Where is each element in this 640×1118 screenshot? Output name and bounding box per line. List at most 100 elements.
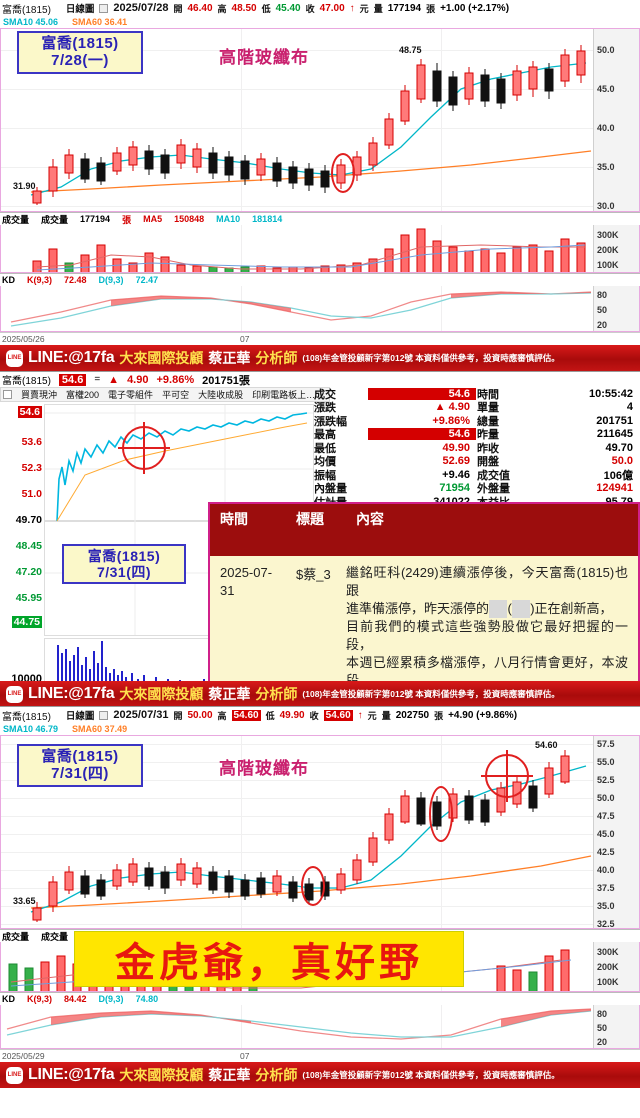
redacted-code: ██	[511, 599, 531, 618]
quote-value: 10:55:42	[588, 387, 633, 400]
quote-value: 52.69	[442, 455, 470, 468]
intraday-tick: 45.95	[15, 592, 42, 604]
intraday-volume: 201751張	[202, 374, 250, 387]
tab-2[interactable]: 電子零組件	[108, 390, 154, 400]
open-value: 50.00	[187, 709, 213, 721]
k-label: K(9,3)	[27, 994, 53, 1004]
kd-tick: 20	[597, 320, 608, 330]
volume-bars-top	[32, 228, 586, 272]
line-role: 分析師	[255, 686, 298, 702]
quote-row: 昨收 49.70	[477, 441, 640, 455]
quote-key: 成交值	[477, 469, 510, 482]
price-tick: 57.5	[597, 739, 615, 749]
sma-bar-top: SMA10 45.06 SMA60 36.41	[0, 16, 640, 28]
ma10-label: MA10	[216, 214, 241, 224]
annotation-box-top: 富喬(1815) 7/28(一)	[17, 31, 143, 74]
k-value: 72.48	[64, 275, 87, 285]
price-plot-bottom[interactable]: 富喬(1815) 7/31(四) 高階玻纖布 54.60 33.65 57.5 …	[0, 735, 640, 929]
line-banner-top[interactable]: LINE LINE:@17fa 大來國際投顧 蔡正華 分析師 (108)年金管投…	[0, 345, 640, 371]
price-tick: 45.0	[597, 84, 615, 94]
quote-bar-top: 富喬(1815) 日線圖 2025/07/28 開 46.40 高 48.50 …	[0, 0, 640, 16]
date-tick: 2025/05/26	[2, 334, 45, 344]
volume-unit: 張	[426, 3, 436, 14]
quote-column-left: 成交 54.6 漲跌 ▲ 4.90 漲跌幅 +9.86% 最高 54.6 最低 49.90…	[314, 387, 477, 509]
price-tick: 52.5	[597, 775, 615, 785]
price-tick: 30.0	[597, 201, 615, 211]
pink-title-top: 高階玻纖布	[219, 48, 309, 67]
chart-date: 2025/07/28	[113, 2, 169, 14]
date-tick: 07	[240, 334, 250, 344]
quote-row: 總量 201751	[477, 414, 640, 428]
volume-unit-label: 張	[122, 214, 132, 225]
price-tick: 37.5	[597, 883, 615, 893]
tab-3[interactable]: 平可空	[162, 390, 190, 400]
line-logo-icon: LINE	[6, 685, 23, 703]
equals-sign: =	[94, 374, 101, 385]
promo-banner-yellow: 金虎爺，真好野	[74, 931, 464, 987]
annotation-line-1: 富喬(1815)	[87, 548, 161, 564]
d-label: D(9,3)	[98, 275, 124, 285]
quote-row: 開盤 50.0	[477, 455, 640, 468]
category-tab-row[interactable]: 買賣現沖 富權200 電子零組件 平可空 大陸收成股 印刷電路板上…	[0, 387, 330, 402]
kd-axis-top: 80 50 20	[593, 286, 639, 331]
line-banner-bottom[interactable]: LINE LINE:@17fa 大來國際投顧 蔡正華 分析師 (108)年金管投…	[0, 1062, 640, 1088]
d-value: 72.47	[135, 275, 159, 285]
dropdown-icon[interactable]	[3, 390, 12, 399]
price-plot-top[interactable]: 富喬(1815) 7/28(一) 高階玻纖布 48.75 31.90 50.0 …	[0, 28, 640, 212]
kd-panel-label: KD	[2, 275, 15, 285]
tab-5[interactable]: 印刷電路板上…	[252, 390, 316, 400]
volume-plot-top[interactable]: 300K 200K 100K	[0, 225, 640, 273]
quote-row: 最低 49.90	[314, 441, 477, 455]
quote-row: 漲跌 ▲ 4.90	[314, 401, 477, 415]
low-label: 低	[265, 710, 275, 721]
news-header-time: 時間	[220, 511, 248, 527]
news-row[interactable]: 2025-07- 31 $蔡_3 繼銘旺科(2429)連續漲停後，今天富喬(18…	[210, 556, 638, 697]
up-arrow-icon: ↑	[349, 2, 355, 14]
news-title: $蔡_3	[296, 567, 331, 582]
k-value: 84.42	[64, 994, 87, 1004]
kd-plot-bottom[interactable]: 80 50 20	[0, 1005, 640, 1049]
checkbox-icon[interactable]	[99, 710, 109, 720]
highlight-circle-top	[331, 153, 355, 193]
price-tick: 40.0	[597, 865, 615, 875]
news-line-2a: 進準備漲停，昨天漲停的	[346, 600, 490, 616]
low-label: 低	[261, 3, 271, 14]
price-tick: 50.0	[597, 45, 615, 55]
line-org: 大來國際投顧	[119, 1067, 204, 1083]
volume-label: 量	[373, 3, 383, 14]
sma60-label: SMA60 37.49	[72, 724, 128, 734]
close-label: 收	[309, 710, 319, 721]
price-tick: 47.5	[597, 811, 615, 821]
quote-value: 4	[626, 401, 633, 414]
line-id: LINE:@17fa	[28, 349, 115, 366]
kd-plot-top[interactable]: 80 50 20	[0, 286, 640, 332]
intraday-change-pct: +9.86%	[156, 373, 195, 386]
news-table[interactable]: 時間 標題 內容 2025-07- 31 $蔡_3 繼銘旺科(2429)連續漲停…	[208, 502, 640, 699]
volume-tick: 300K	[597, 230, 619, 240]
sma-bar-bottom: SMA10 46.79 SMA60 37.49	[0, 723, 640, 735]
line-fine-print: (108)年金管投顧新字第012號 本資料僅供參考，投資時應審慎評估。	[302, 689, 560, 699]
quote-value: 49.70	[605, 441, 633, 454]
line-logo-icon: LINE	[6, 349, 23, 367]
quote-row: 昨量 211645	[477, 428, 640, 441]
sma10-label: SMA10 45.06	[3, 17, 59, 27]
crosshair-marker-bottom	[481, 750, 533, 802]
line-person: 蔡正華	[208, 350, 251, 366]
candlestick-series-top	[30, 45, 592, 205]
quote-key: 漲跌	[314, 402, 336, 415]
sma60-label: SMA60 36.41	[72, 17, 128, 27]
quote-key: 昨收	[477, 442, 499, 455]
line-banner-middle[interactable]: LINE LINE:@17fa 大來國際投顧 蔡正華 分析師 (108)年金管投…	[0, 681, 640, 707]
price-axis-top: 50.0 45.0 40.0 35.0 30.0	[593, 29, 639, 211]
kd-panel-label: KD	[2, 994, 15, 1004]
quote-key: 單量	[477, 402, 499, 415]
intraday-tick: 54.6	[17, 406, 42, 418]
sma10-label: SMA10 46.79	[3, 724, 59, 734]
tab-0[interactable]: 買賣現沖	[21, 390, 58, 400]
volume-value: 202750	[395, 709, 430, 721]
tab-1[interactable]: 富權200	[66, 390, 100, 400]
tab-4[interactable]: 大陸收成股	[198, 390, 244, 400]
open-value: 46.40	[187, 2, 213, 14]
intraday-tick: 52.3	[21, 462, 42, 474]
checkbox-icon[interactable]	[99, 3, 109, 13]
